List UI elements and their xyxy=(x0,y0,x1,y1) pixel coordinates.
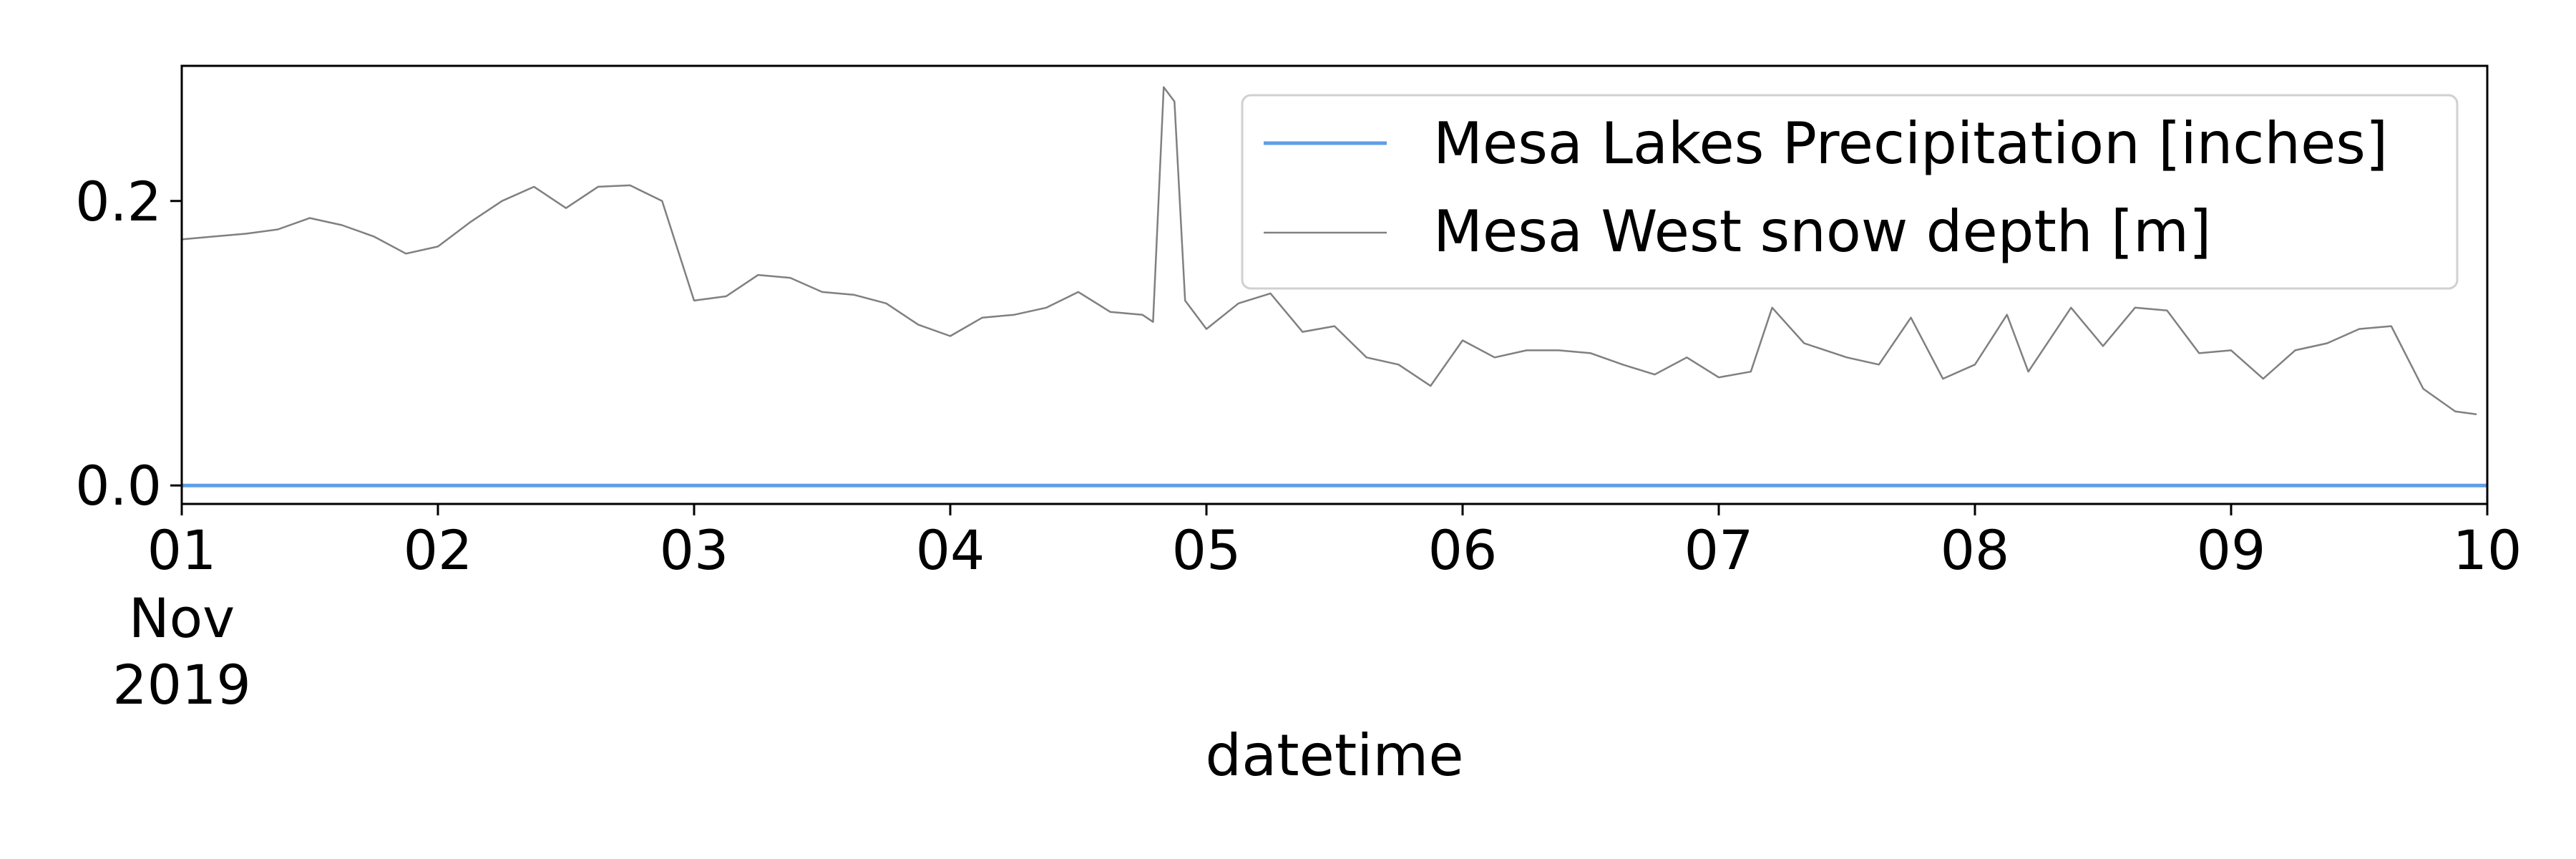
x-tick-label: 07 xyxy=(1684,518,1754,582)
x-sublabel-month: Nov xyxy=(129,586,235,650)
x-tick-label: 10 xyxy=(2453,518,2522,582)
x-tick-label: 02 xyxy=(404,518,473,582)
legend-label-snow-depth: Mesa West snow depth [m] xyxy=(1433,198,2211,265)
x-axis-title: datetime xyxy=(1205,722,1463,789)
x-tick-label: 03 xyxy=(660,518,729,582)
x-tick-label: 08 xyxy=(1941,518,2010,582)
x-tick-label: 06 xyxy=(1428,518,1498,582)
series-layer xyxy=(181,86,2487,487)
plot-area-frame xyxy=(180,64,2489,505)
legend: Mesa Lakes Precipitation [inches] Mesa W… xyxy=(1241,94,2459,290)
legend-box xyxy=(1241,94,2459,290)
series-line-snow-depth xyxy=(181,86,2477,416)
legend-label-precipitation: Mesa Lakes Precipitation [inches] xyxy=(1433,110,2388,177)
y-tick-label: 0.0 xyxy=(75,454,162,518)
x-tick-label: 09 xyxy=(2197,518,2266,582)
x-tick-label: 04 xyxy=(916,518,985,582)
y-axis: 0.0 0.2 xyxy=(75,170,182,518)
x-tick-label: 05 xyxy=(1172,518,1241,582)
x-tick-label: 01 xyxy=(147,518,217,582)
x-sublabel-year: 2019 xyxy=(112,653,250,717)
x-axis: 01 02 03 04 05 06 07 08 09 10 xyxy=(147,504,2522,582)
y-tick-label: 0.2 xyxy=(75,170,162,233)
